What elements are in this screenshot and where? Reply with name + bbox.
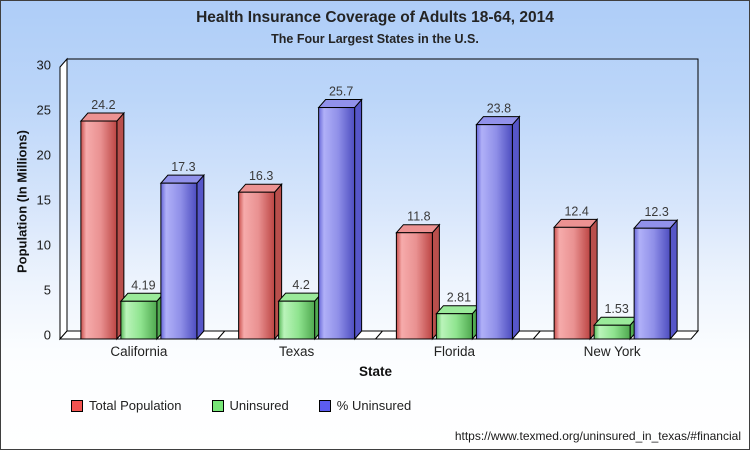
plot-back-frame — [67, 58, 699, 331]
bar-total-population-new-york: 12.4 — [553, 204, 599, 341]
bar-front-face — [318, 107, 356, 340]
y-tick-label: 15 — [37, 192, 51, 207]
bar-front-face — [120, 300, 158, 340]
bar-top-face — [593, 316, 639, 326]
bar-top-face — [475, 116, 521, 126]
bar-uninsured-new-york: 1.53 — [593, 302, 639, 341]
plot-left-wall — [59, 57, 68, 341]
y-tick-label: 10 — [37, 237, 51, 252]
bar-side-face — [196, 173, 205, 341]
legend-swatch-green — [211, 399, 224, 412]
bar-front-face — [80, 120, 118, 340]
bar-top-face — [119, 292, 165, 302]
legend-label: Total Population — [89, 398, 182, 413]
bar-uninsured-california: 4.19 — [119, 278, 165, 341]
bar-total-population-florida: 11.8 — [395, 210, 441, 341]
bar-front-face — [553, 226, 591, 340]
legend-swatch-blue — [318, 399, 331, 412]
bar---uninsured-new-york: 12.3 — [633, 205, 679, 341]
bar-value-label: 12.3 — [644, 205, 668, 219]
floor-separator — [217, 330, 226, 340]
bar-front-face — [395, 232, 433, 340]
bar-front-face — [278, 300, 316, 340]
legend-label: % Uninsured — [336, 398, 412, 413]
chart-title: Health Insurance Coverage of Adults 18-6… — [196, 9, 554, 26]
bar-value-label: 24.2 — [91, 98, 115, 112]
x-axis-label: State — [358, 364, 392, 379]
legend-item-uninsured: Uninsured — [211, 398, 289, 413]
bar-value-label: 4.2 — [292, 278, 309, 292]
floor-separator — [532, 330, 541, 340]
bar-value-label: 2.81 — [447, 291, 471, 305]
bar-value-label: 4.19 — [131, 278, 155, 292]
x-category-label: California — [110, 344, 168, 359]
bar-value-label: 25.7 — [329, 85, 353, 99]
bar-front-face — [238, 191, 276, 340]
bar-top-face — [317, 99, 363, 109]
legend-label: Uninsured — [229, 398, 289, 413]
bar-side-face — [354, 98, 363, 341]
bar-top-face — [553, 218, 599, 228]
bar---uninsured-california: 17.3 — [159, 160, 205, 341]
bar-uninsured-florida: 2.81 — [435, 291, 481, 341]
y-tick-label: 0 — [44, 328, 51, 343]
bar-value-label: 16.3 — [249, 169, 273, 183]
bar-front-face — [435, 313, 473, 340]
bar-front-face — [593, 324, 631, 340]
bar---uninsured-texas: 25.7 — [317, 85, 363, 341]
legend-item-total-population: Total Population — [71, 398, 182, 413]
bar-uninsured-texas: 4.2 — [277, 278, 323, 341]
bar-front-face — [475, 124, 513, 340]
bar-top-face — [277, 292, 323, 302]
bar-total-population-texas: 16.3 — [237, 169, 283, 341]
bar-front-face — [160, 182, 198, 340]
x-category-label: Florida — [434, 344, 476, 359]
y-tick-label: 25 — [37, 102, 51, 117]
y-axis-label: Population (In Millions) — [14, 130, 30, 273]
y-tick-label: 20 — [37, 147, 51, 162]
bar-top-face — [237, 183, 283, 193]
bar-front-face — [633, 227, 671, 340]
bar-value-label: 12.4 — [564, 204, 588, 218]
legend-item-pct-uninsured: % Uninsured — [318, 398, 412, 413]
bar-value-label: 11.8 — [407, 210, 430, 224]
bar-side-face — [589, 217, 598, 341]
source-url-text: https://www.texmed.org/uninsured_in_texa… — [454, 429, 741, 443]
bar-side-face — [511, 115, 520, 341]
bar-total-population-california: 24.2 — [79, 98, 125, 341]
chart-legend: Total Population Uninsured % Uninsured — [71, 398, 411, 413]
bar-value-label: 23.8 — [487, 102, 511, 116]
bar-top-face — [395, 224, 441, 234]
bar-top-face — [79, 112, 125, 122]
bar-top-face — [435, 305, 481, 315]
legend-swatch-red — [71, 399, 83, 412]
bar-value-label: 1.53 — [604, 302, 628, 316]
floor-separator — [375, 330, 383, 340]
x-category-label: New York — [584, 344, 641, 359]
bar-top-face — [633, 219, 679, 229]
chart-subtitle: The Four Largest States in the U.S. — [271, 32, 479, 46]
bar-side-face — [669, 218, 678, 341]
x-category-label: Texas — [279, 344, 315, 359]
bar-top-face — [159, 174, 205, 184]
y-tick-label: 5 — [44, 282, 51, 297]
bar---uninsured-florida: 23.8 — [475, 102, 521, 341]
y-tick-label: 30 — [37, 57, 51, 72]
bar-value-label: 17.3 — [171, 160, 195, 174]
